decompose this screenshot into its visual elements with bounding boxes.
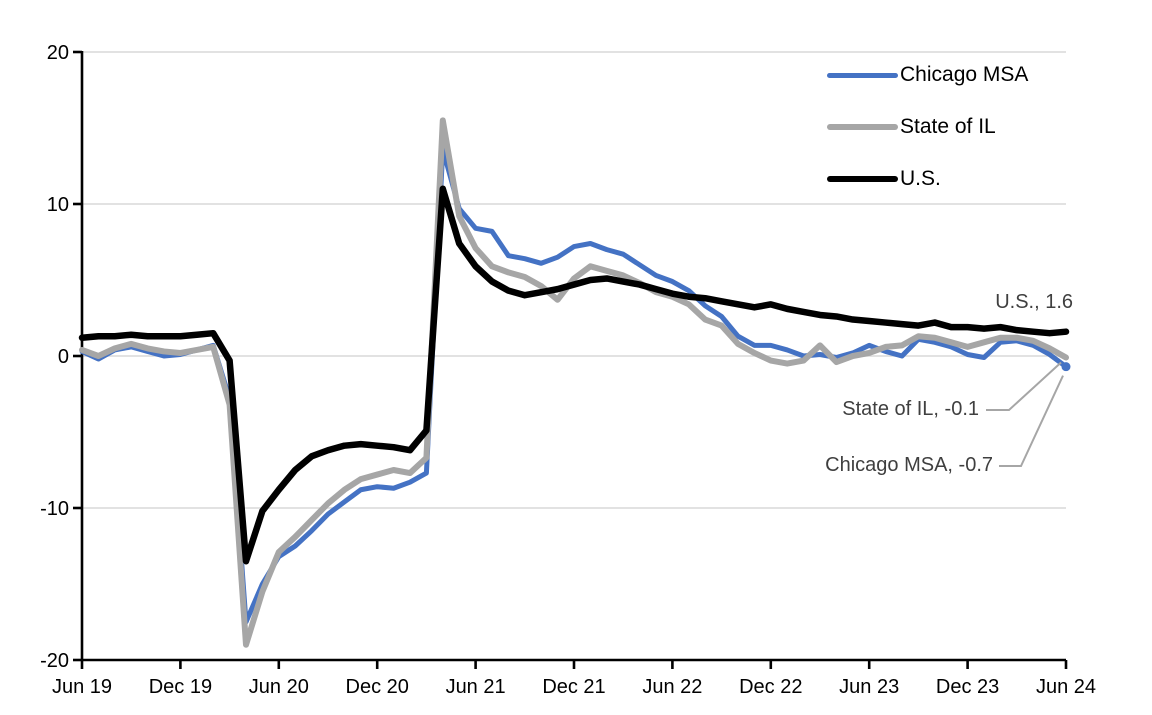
legend-item-us: U.S. xyxy=(827,167,1028,191)
legend-label-us: U.S. xyxy=(900,167,941,190)
x-axis-tick-label: Dec 22 xyxy=(739,676,802,698)
x-axis-tick-label: Jun 23 xyxy=(839,676,899,698)
annotation-il-end-value: State of IL, -0.1 xyxy=(842,398,979,420)
y-axis-tick-label: -20 xyxy=(40,650,69,672)
annotation-chicago-end-value: Chicago MSA, -0.7 xyxy=(825,454,993,476)
legend-line-swatch-us xyxy=(827,175,898,183)
legend-item-state-of-il: State of IL xyxy=(827,115,1028,139)
y-axis-tick-label: 10 xyxy=(47,194,69,216)
y-axis-tick-label: 0 xyxy=(58,346,69,368)
legend-line-swatch-state-of-il xyxy=(827,124,898,130)
legend-item-chicago-msa: Chicago MSA xyxy=(827,63,1028,87)
chicago-end-marker xyxy=(1061,362,1071,372)
x-axis-tick-label: Jun 21 xyxy=(446,676,506,698)
y-axis-tick-label: 20 xyxy=(47,42,69,64)
x-axis-tick-label: Jun 24 xyxy=(1036,676,1096,698)
legend-line-swatch-chicago-msa xyxy=(827,72,898,78)
x-axis-tick-label: Jun 22 xyxy=(642,676,702,698)
x-axis-tick-label: Jun 20 xyxy=(249,676,309,698)
series-line-state-of-il xyxy=(79,117,1069,648)
leader-line-chicago-msa xyxy=(999,375,1064,467)
legend-label-chicago-msa: Chicago MSA xyxy=(900,63,1029,86)
series-line-us xyxy=(78,185,1070,565)
x-axis-tick-label: Jun 19 xyxy=(52,676,112,698)
legend-label-state-of-il: State of IL xyxy=(900,115,996,138)
annotation-us-end-value: U.S., 1.6 xyxy=(995,291,1073,313)
x-axis-tick-label: Dec 20 xyxy=(346,676,409,698)
x-axis-tick-label: Dec 23 xyxy=(936,676,999,698)
x-axis-tick-label: Dec 19 xyxy=(149,676,212,698)
x-axis-tick-label: Dec 21 xyxy=(542,676,605,698)
y-axis-tick-label: -10 xyxy=(40,498,69,520)
leader-line-state-of-il xyxy=(986,361,1062,411)
legend: Chicago MSA State of IL U.S. xyxy=(827,63,1028,219)
